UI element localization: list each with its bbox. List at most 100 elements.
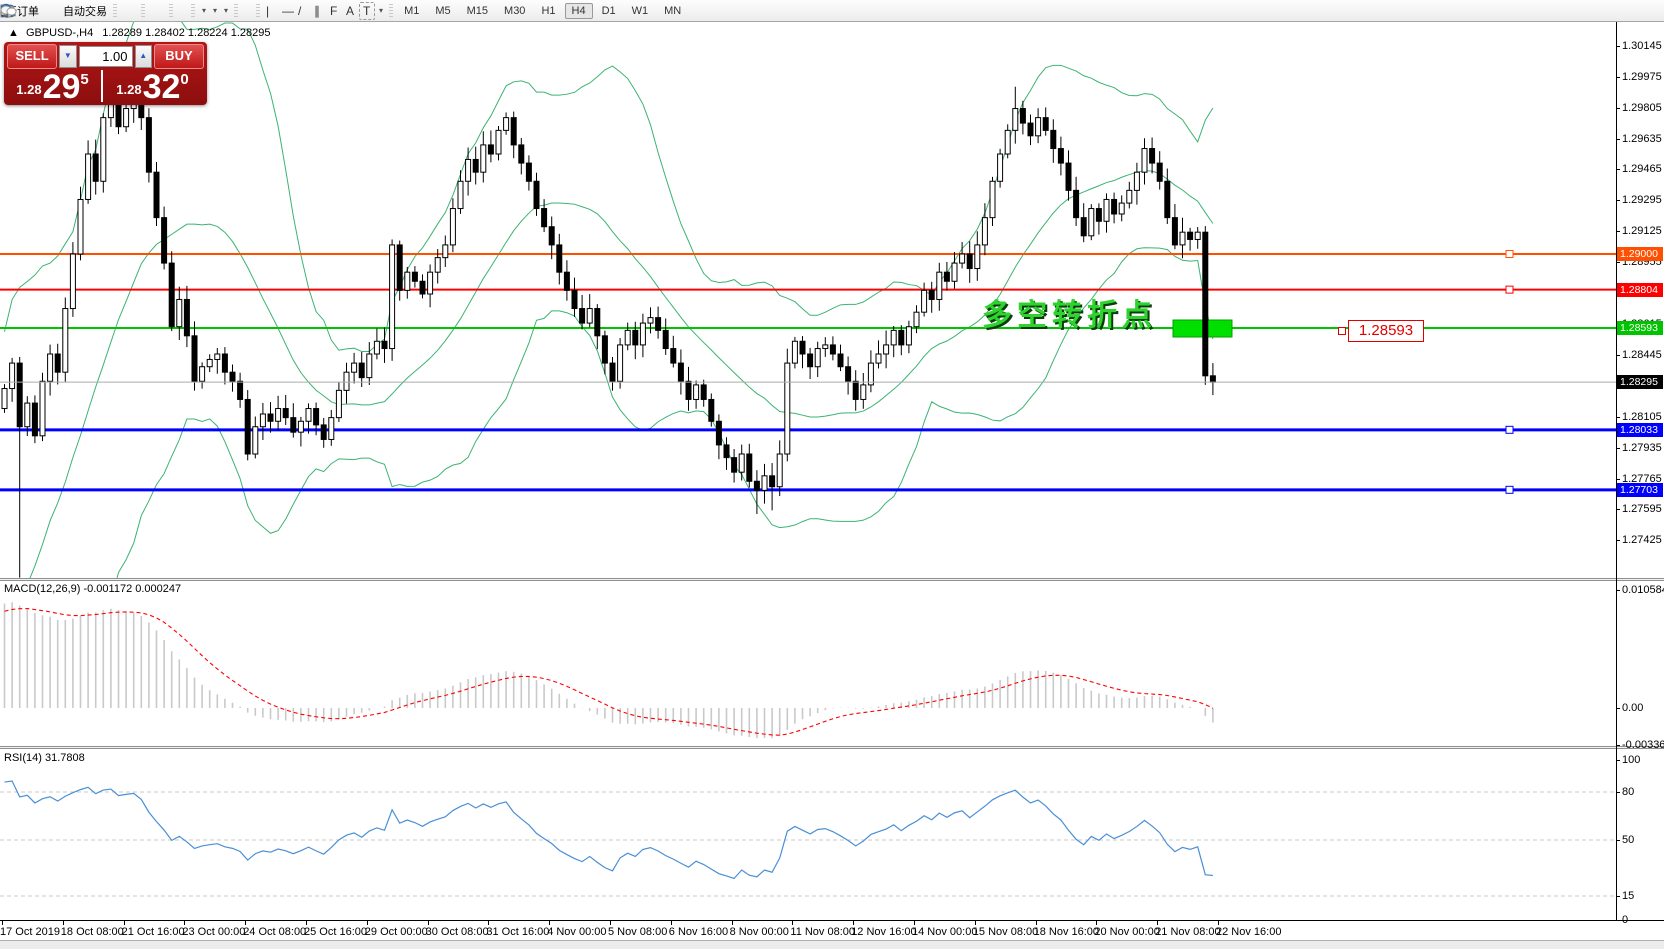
buy-button[interactable]: BUY: [153, 44, 204, 69]
status-bar: [0, 940, 1664, 949]
chart-text-annotation[interactable]: 多空转折点: [982, 299, 1157, 332]
time-label: 8 Nov 00:00: [729, 926, 789, 938]
hline-marker[interactable]: [1505, 425, 1514, 434]
crosshair-tool-button[interactable]: [1, 2, 253, 20]
chat-button[interactable]: [0, 2, 1661, 20]
candle: [776, 453, 783, 488]
time-tick: [366, 921, 368, 925]
candle: [1073, 189, 1080, 219]
macd-tick: [1616, 590, 1620, 592]
price-tick: [1616, 107, 1620, 109]
periods-button[interactable]: ▾: [1, 2, 220, 20]
candle: [1019, 108, 1026, 124]
candle: [1111, 198, 1118, 215]
time-label: 23 Oct 00:00: [182, 926, 246, 938]
time-tick: [549, 921, 551, 925]
main-chart-canvas[interactable]: [0, 22, 1616, 578]
candle: [153, 171, 160, 219]
volume-increase-button[interactable]: ▲: [134, 45, 152, 68]
volume-decrease-button[interactable]: ▼: [59, 45, 77, 68]
candle: [282, 408, 289, 419]
candle: [290, 417, 297, 433]
price-tick-label: 1.27425: [1622, 534, 1662, 547]
candle: [39, 380, 46, 437]
macd-histogram: [3, 602, 1214, 739]
chart-shift-button[interactable]: [1, 2, 188, 20]
candle: [54, 353, 61, 373]
candle: [677, 362, 684, 382]
hline-marker[interactable]: [1505, 250, 1514, 258]
price-tick: [1616, 540, 1620, 542]
time-label: 24 Oct 08:00: [243, 926, 307, 938]
fibonacci-tool[interactable]: F: [330, 3, 338, 18]
candle: [981, 217, 988, 246]
auto-trading-button[interactable]: 自动交易: [0, 2, 110, 20]
hline-marker[interactable]: [1505, 485, 1514, 494]
horizontal-line-tool[interactable]: —: [282, 3, 295, 18]
pane-separator[interactable]: [0, 578, 1664, 581]
timeframe-bar: M1 M5 M15 M30 H1 H4 D1 W1 MN: [396, 2, 689, 19]
candle: [1156, 162, 1163, 182]
timeframe-m15[interactable]: M15: [466, 4, 489, 17]
indicators-button[interactable]: ▾: [1, 2, 209, 20]
candle: [746, 453, 753, 482]
candle: [358, 362, 365, 379]
timeframe-m1[interactable]: M1: [404, 4, 420, 17]
candle: [191, 335, 198, 382]
hline-marker[interactable]: [1505, 285, 1514, 294]
timeframe-h1[interactable]: H1: [541, 4, 556, 17]
price-tick: [1616, 200, 1620, 202]
line-chart-button[interactable]: [0, 2, 138, 20]
timeframe-m30[interactable]: M30: [504, 4, 526, 17]
time-label: 21 Oct 16:00: [121, 926, 185, 938]
trendline-tool[interactable]: /: [298, 3, 302, 18]
price-tick-label: 1.29125: [1622, 225, 1662, 238]
timeframe-w1[interactable]: W1: [631, 4, 649, 17]
text-tool[interactable]: A: [346, 3, 355, 18]
sell-price[interactable]: 1.28 29 5: [4, 70, 103, 104]
candle: [411, 271, 418, 282]
price-tick: [1616, 231, 1620, 233]
timeframe-m5[interactable]: M5: [435, 4, 451, 17]
text-label-tool[interactable]: T: [359, 1, 376, 20]
candle: [427, 271, 434, 295]
chevron-down-icon: ▾: [379, 6, 384, 15]
tile-windows-button[interactable]: [1, 2, 166, 20]
candle: [761, 475, 768, 491]
candle: [541, 208, 548, 228]
rsi-tick-label: 50: [1622, 834, 1635, 846]
rsi-canvas[interactable]: [0, 750, 1616, 920]
candle: [814, 348, 821, 368]
pane-separator[interactable]: [0, 746, 1664, 749]
candle: [601, 335, 608, 364]
candle: [921, 289, 928, 313]
candle: [465, 158, 472, 182]
bid-price-badge: 1.28295: [1617, 375, 1663, 390]
buy-price[interactable]: 1.28 32 0: [103, 70, 202, 104]
sell-button[interactable]: SELL: [7, 44, 58, 69]
macd-canvas[interactable]: [0, 582, 1616, 746]
price-level-label[interactable]: 1.28593: [1348, 320, 1424, 342]
price-level-anchor[interactable]: [1338, 327, 1346, 335]
timeframe-mn[interactable]: MN: [664, 4, 682, 17]
macd-tick-label: 0.010584: [1622, 584, 1664, 597]
candle: [434, 257, 441, 273]
rsi-tick: [1616, 792, 1620, 793]
channel-tool[interactable]: ∥: [314, 3, 321, 18]
candle: [997, 153, 1004, 182]
arrows-tool[interactable]: ▾: [1, 2, 386, 20]
templates-button[interactable]: ▾: [0, 2, 231, 20]
candle: [1065, 162, 1072, 191]
candles: [1, 81, 1216, 578]
vertical-line-tool[interactable]: |: [266, 3, 270, 18]
collapse-triangle-icon[interactable]: ▲: [8, 27, 19, 39]
timeframe-d1[interactable]: D1: [601, 4, 616, 17]
timeframe-h4[interactable]: H4: [564, 2, 593, 19]
candle: [1057, 148, 1064, 164]
volume-input[interactable]: [78, 46, 133, 67]
time-label: 29 Oct 00:00: [364, 926, 428, 938]
rsi-tick-label: 80: [1622, 786, 1635, 798]
price-tick-label: 1.29635: [1622, 132, 1662, 145]
price-tick: [1616, 509, 1620, 511]
candle: [320, 424, 327, 440]
